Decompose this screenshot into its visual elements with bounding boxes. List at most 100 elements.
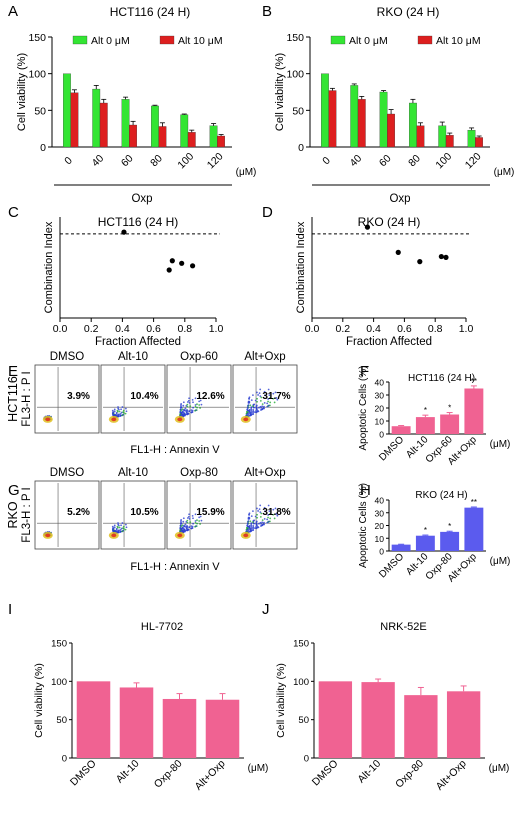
flow-event-dot	[192, 522, 195, 525]
x-tick-label: 0.0	[305, 323, 320, 335]
data-point	[190, 263, 196, 269]
x-tick-label: Alt-10	[355, 758, 383, 786]
y-tick-label: 0	[40, 142, 46, 154]
flow-event-dot	[185, 525, 188, 528]
flow-event-dot	[188, 410, 190, 412]
flow-event-dot	[260, 408, 263, 411]
flow-event-dot	[267, 514, 270, 516]
y-tick-label: 50	[298, 715, 309, 726]
flow-event-dot	[188, 526, 190, 528]
flow-event-dot	[181, 410, 184, 413]
flow-event-dot	[196, 522, 198, 525]
chart-title: RKO (24 H)	[358, 215, 421, 229]
flow-event-dot	[250, 409, 253, 411]
chart-title: HL-7702	[141, 621, 183, 633]
flow-event-dot	[250, 407, 253, 410]
apoptosis-percent: 5.2%	[67, 507, 90, 518]
chart-title: HCT116 (24 H)	[110, 5, 190, 19]
chart-title: HCT116 (24 H)	[408, 373, 475, 384]
flow-event-dot	[256, 408, 258, 411]
y-tick-label: 20	[375, 404, 385, 414]
flow-event-dot	[266, 518, 269, 521]
flow-event-dot	[258, 392, 261, 395]
flow-event-dot	[111, 525, 114, 528]
panel-letter: B	[262, 3, 272, 20]
panel-letter: I	[8, 601, 12, 618]
flow-event-dot	[268, 394, 271, 397]
condition-label: Alt+Oxp	[244, 467, 285, 479]
flow-event-dot	[260, 524, 263, 527]
apoptosis-percent: 10.5%	[130, 507, 158, 518]
legend-swatch	[72, 35, 88, 45]
data-point	[438, 253, 444, 260]
flow-event-dot	[247, 404, 250, 406]
flow-event-dot	[120, 408, 122, 411]
y-tick-label: 20	[375, 521, 385, 531]
flow-event-dot	[121, 522, 124, 524]
row-label: HCT116	[6, 376, 20, 422]
flow-density-peak	[243, 417, 249, 422]
flow-event-dot	[119, 415, 122, 417]
bar	[357, 99, 366, 148]
flow-y-label: FL3-H : P I	[21, 371, 33, 426]
flow-event-dot	[252, 411, 254, 414]
flow-event-dot	[276, 398, 279, 401]
flow-event-dot	[200, 403, 203, 406]
y-axis-label: Apoptotic Cells (%)	[358, 365, 369, 450]
y-axis-label: Cell viability (%)	[33, 663, 45, 738]
y-tick-label: 0	[304, 754, 309, 765]
flow-event-dot	[185, 405, 188, 407]
flow-event-dot	[248, 397, 250, 400]
flow-event-dot	[260, 406, 262, 409]
flow-event-dot	[185, 527, 188, 530]
flow-event-dot	[182, 412, 185, 415]
flow-event-dot	[249, 528, 252, 531]
flow-event-dot	[186, 403, 189, 406]
flow-event-dot	[267, 516, 269, 519]
flow-event-dot	[253, 406, 255, 409]
flow-event-dot	[264, 510, 266, 513]
flow-event-dot	[120, 524, 122, 527]
flow-event-dot	[124, 407, 127, 410]
significance-mark: *	[424, 526, 427, 535]
flow-x-label: FL1-H : Annexin V	[130, 444, 220, 456]
flow-event-dot	[198, 400, 201, 403]
flow-event-dot	[250, 413, 253, 416]
x-tick-label: 120	[463, 150, 484, 171]
flow-event-dot	[269, 396, 272, 399]
flow-event-dot	[260, 396, 263, 399]
flow-event-dot	[252, 528, 254, 531]
flow-event-dot	[256, 516, 259, 519]
condition-label: Alt+Oxp	[244, 351, 285, 363]
apoptosis-percent: 12.6%	[196, 391, 224, 402]
flow-event-dot	[198, 404, 201, 406]
flow-event-dot	[185, 409, 188, 412]
flow-event-dot	[274, 391, 277, 394]
x-axis-label: Fraction Affected	[346, 336, 432, 348]
flow-event-dot	[123, 527, 125, 530]
flow-event-dot	[180, 528, 183, 531]
significance-mark: *	[448, 404, 451, 413]
flow-event-dot	[187, 412, 190, 415]
flow-event-dot	[196, 403, 198, 406]
flow-event-dot	[263, 390, 266, 393]
flow-event-dot	[269, 517, 272, 520]
chart-title: RKO (24 H)	[377, 5, 440, 19]
flow-event-dot	[194, 404, 197, 406]
apoptosis-percent: 15.9%	[196, 507, 224, 518]
apoptosis-percent: 10.4%	[130, 391, 158, 402]
flow-event-dot	[115, 527, 118, 530]
panel-letter: J	[262, 601, 270, 618]
flow-event-dot	[250, 410, 253, 413]
flow-event-dot	[252, 525, 255, 527]
flow-event-dot	[120, 527, 123, 530]
condition-label: DMSO	[50, 351, 85, 363]
data-point	[364, 224, 371, 230]
flow-event-dot	[267, 400, 269, 403]
bar	[464, 507, 484, 551]
y-tick-label: 0	[379, 430, 384, 440]
flow-event-dot	[179, 410, 182, 413]
flow-event-dot	[272, 397, 275, 400]
flow-event-dot	[188, 513, 190, 516]
bar	[438, 125, 447, 148]
